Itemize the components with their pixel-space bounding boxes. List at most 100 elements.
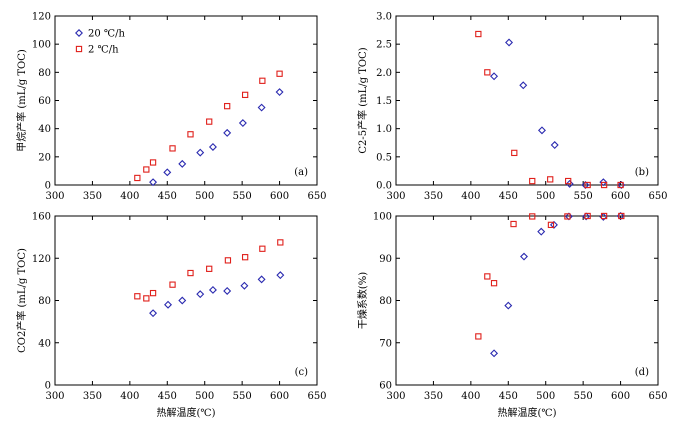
y-tick-label: 80 bbox=[38, 68, 51, 79]
y-tick-label: 60 bbox=[379, 381, 392, 392]
data-point bbox=[484, 69, 491, 76]
series-square bbox=[475, 30, 624, 189]
legend-marker bbox=[75, 45, 83, 53]
data-point bbox=[143, 166, 150, 173]
y-tick-label: 3.0 bbox=[376, 12, 392, 23]
data-point bbox=[529, 213, 536, 220]
series-square bbox=[134, 70, 283, 182]
data-point bbox=[511, 149, 518, 157]
y-tick-label: 0.0 bbox=[376, 181, 392, 192]
plot-frame bbox=[54, 15, 318, 186]
plot-frame bbox=[395, 15, 659, 186]
data-point bbox=[224, 102, 231, 110]
data-point bbox=[134, 293, 141, 300]
plot-frame bbox=[395, 215, 659, 386]
panel-b: 300 350 400 450 500 550 600 650 0.0 0.5 1.0 1.5 2.0 2… bbox=[356, 12, 668, 203]
legend: 20 ℃/h 2 ℃/h bbox=[75, 29, 125, 56]
data-point bbox=[564, 212, 573, 221]
x-tick-label: 550 bbox=[233, 391, 252, 402]
x-tick-label: 650 bbox=[307, 391, 326, 402]
x-axis-label: 热解温度(℃) bbox=[498, 406, 557, 419]
data-point bbox=[149, 289, 157, 297]
data-point bbox=[224, 257, 232, 264]
data-point bbox=[208, 142, 217, 151]
y-tick-label: 120 bbox=[32, 254, 51, 265]
data-point bbox=[520, 252, 528, 261]
data-point bbox=[529, 177, 536, 185]
series-diamond bbox=[149, 88, 284, 187]
x-tick-label: 450 bbox=[158, 191, 177, 202]
data-point bbox=[584, 212, 591, 220]
x-tick-label: 550 bbox=[574, 191, 593, 202]
x-tick-label: 300 bbox=[386, 391, 405, 402]
x-tick-label: 350 bbox=[83, 391, 102, 402]
x-tick-label: 600 bbox=[611, 191, 630, 202]
data-point bbox=[259, 77, 266, 84]
x-tick-label: 650 bbox=[307, 191, 326, 202]
data-point bbox=[241, 254, 249, 261]
data-point bbox=[134, 174, 141, 182]
data-point bbox=[475, 333, 482, 340]
data-point bbox=[208, 285, 217, 294]
series-diamond bbox=[149, 271, 285, 318]
data-point bbox=[582, 212, 591, 221]
series-square bbox=[134, 239, 284, 302]
data-point bbox=[240, 281, 249, 290]
x-tick-label: 500 bbox=[195, 191, 214, 202]
x-tick-label: 550 bbox=[233, 191, 252, 202]
data-point bbox=[599, 178, 608, 187]
data-point bbox=[565, 177, 572, 185]
x-tick-label: 600 bbox=[270, 191, 289, 202]
data-point bbox=[164, 300, 173, 309]
data-point bbox=[564, 213, 571, 220]
data-point bbox=[537, 227, 546, 236]
y-tick-label: 100 bbox=[32, 40, 51, 51]
x-tick-label: 300 bbox=[386, 191, 405, 202]
series-diamond bbox=[490, 38, 626, 189]
y-tick-label: 160 bbox=[32, 212, 51, 223]
data-point bbox=[490, 280, 498, 287]
y-tick-label: 90 bbox=[379, 254, 392, 265]
panel-label: (c) bbox=[295, 367, 309, 378]
x-tick-label: 350 bbox=[424, 191, 443, 202]
x-tick-label: 500 bbox=[195, 391, 214, 402]
y-tick-label: 60 bbox=[38, 96, 51, 107]
panel-a: 300 350 400 450 500 550 600 650 0 20 40 60 80 100 120 甲… bbox=[15, 12, 327, 203]
data-point bbox=[276, 271, 285, 280]
panel-label: (a) bbox=[294, 167, 308, 178]
x-tick-label: 350 bbox=[83, 191, 102, 202]
x-tick-label: 650 bbox=[648, 391, 667, 402]
data-point bbox=[600, 181, 608, 189]
data-point bbox=[206, 265, 213, 272]
data-point bbox=[277, 239, 284, 246]
data-point bbox=[206, 118, 213, 125]
x-tick-label: 600 bbox=[270, 391, 289, 402]
data-point bbox=[143, 295, 150, 302]
x-tick-label: 600 bbox=[611, 391, 630, 402]
data-point bbox=[584, 181, 591, 189]
y-tick-label: 1.0 bbox=[376, 124, 392, 135]
data-point bbox=[547, 221, 555, 229]
data-point bbox=[505, 38, 514, 47]
x-axis-label: 热解温度(℃) bbox=[157, 406, 216, 419]
data-point bbox=[178, 159, 187, 168]
y-tick-label: 40 bbox=[38, 338, 51, 349]
panel-label: (b) bbox=[635, 167, 649, 178]
data-point bbox=[537, 126, 546, 135]
data-point bbox=[238, 119, 247, 128]
y-tick-label: 80 bbox=[379, 296, 392, 307]
x-tick-label: 550 bbox=[574, 391, 593, 402]
y-tick-label: 0 bbox=[45, 381, 51, 392]
data-point bbox=[223, 287, 232, 295]
data-point bbox=[484, 273, 491, 280]
data-point bbox=[490, 72, 499, 81]
data-point bbox=[223, 128, 232, 137]
series-square bbox=[475, 212, 625, 340]
data-point bbox=[581, 181, 590, 189]
y-tick-label: 2.0 bbox=[376, 68, 392, 79]
x-tick-label: 500 bbox=[536, 391, 555, 402]
data-point bbox=[510, 220, 517, 228]
data-point bbox=[547, 176, 554, 183]
x-tick-label: 400 bbox=[120, 191, 139, 202]
y-tick-label: 80 bbox=[38, 296, 51, 307]
